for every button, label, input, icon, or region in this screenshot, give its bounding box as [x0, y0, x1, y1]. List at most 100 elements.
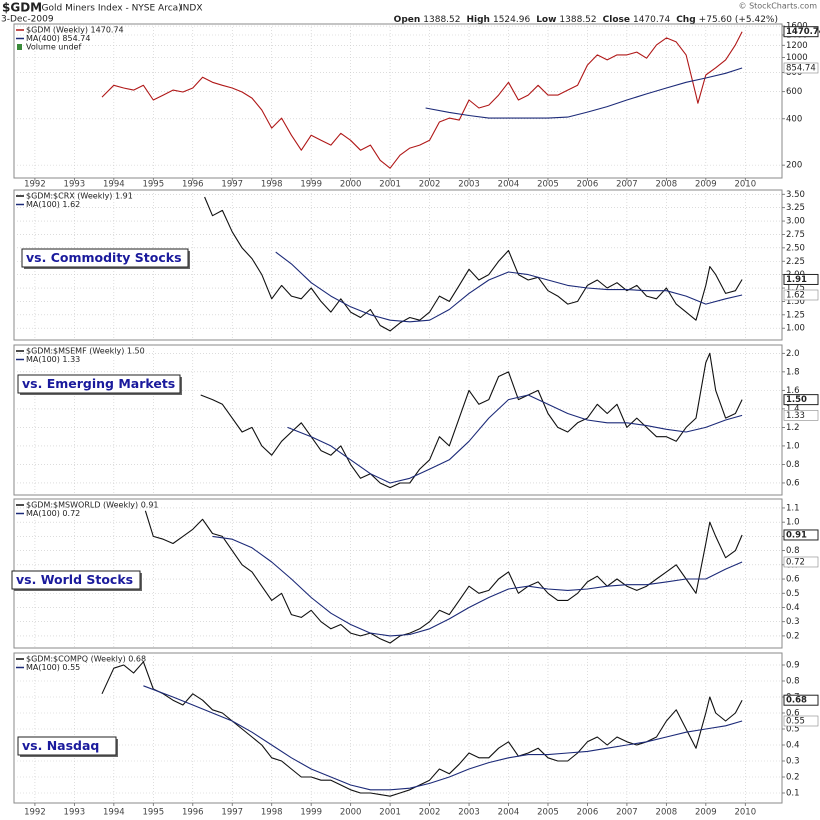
- panel-label: vs. Emerging Markets: [22, 376, 175, 391]
- x-tick-label: 2007: [616, 180, 638, 190]
- end-tag-box: [783, 410, 819, 421]
- y-tick-label: 0.6: [786, 575, 800, 585]
- end-tag-box: [783, 715, 819, 727]
- y-tick-label: 0.9: [786, 661, 800, 671]
- end-tag: 1.50: [786, 395, 807, 405]
- index-name: (Gold Miners Index - NYSE Arca): [38, 4, 182, 14]
- x-tick-label: 1993: [64, 808, 86, 818]
- y-tick-label: 0.8: [786, 546, 800, 556]
- x-tick-label: 1997: [221, 808, 243, 818]
- legend-entry: MA(100) 0.55: [26, 663, 80, 672]
- quote-label: Chg: [676, 15, 695, 25]
- label-box: [17, 736, 117, 756]
- x-tick-label: 2003: [458, 180, 480, 190]
- y-tick-label: 0.5: [786, 589, 800, 599]
- quote-value: +75.60 (+5.42%): [699, 15, 778, 25]
- x-tick-label: 2004: [498, 180, 520, 190]
- quote-label: High: [467, 15, 490, 25]
- quote-value: 1388.52: [559, 15, 596, 25]
- series-line: [275, 251, 743, 323]
- brand: © StockCharts.com: [739, 2, 818, 11]
- x-tick-label: 2008: [656, 180, 678, 190]
- quote-label: Open: [394, 15, 421, 25]
- legend-entry: Volume undef: [26, 43, 81, 52]
- y-tick-label: 0.1: [786, 789, 800, 799]
- x-tick-label: 2004: [498, 808, 520, 818]
- legend-entry: $GDM:$MSEMF (Weekly) 1.50: [26, 347, 145, 356]
- x-tick-label: 1998: [261, 180, 283, 190]
- end-tag-box: [783, 529, 819, 541]
- quote-value: 1470.74: [633, 15, 670, 25]
- y-tick-label: 600: [786, 87, 802, 97]
- x-tick-label: 1999: [300, 808, 322, 818]
- end-tag: 0.91: [786, 530, 807, 540]
- x-tick-label: 1997: [221, 180, 243, 190]
- series-line: [200, 352, 743, 489]
- x-tick-label: 1999: [300, 180, 322, 190]
- end-tag: 1470.74: [786, 27, 820, 37]
- x-tick-label: 2002: [419, 808, 441, 818]
- panel-label: vs. Commodity Stocks: [26, 250, 182, 265]
- y-tick-label: 0.2: [786, 773, 800, 783]
- y-tick-label: 1.75: [786, 284, 805, 294]
- x-tick-label: 1995: [142, 180, 164, 190]
- label-box: [17, 374, 181, 394]
- quote-value: 1388.52: [423, 15, 460, 25]
- y-tick-label: 0.8: [786, 460, 800, 470]
- legend-entry: MA(100) 0.72: [26, 509, 80, 518]
- panel-label: vs. Nasdaq: [22, 738, 99, 753]
- end-tag-box: [783, 694, 819, 706]
- y-tick-label: 0.4: [786, 603, 800, 613]
- x-tick-label: 2003: [458, 808, 480, 818]
- y-tick-label: 3.25: [786, 203, 805, 213]
- label-box: [11, 570, 141, 590]
- y-tick-label: 1.50: [786, 297, 805, 307]
- end-tag-box: [783, 394, 819, 406]
- symbol: $GDM: [2, 1, 42, 15]
- x-tick-label: 2005: [537, 808, 559, 818]
- x-tick-label: 2007: [616, 808, 638, 818]
- x-tick-label: 1995: [142, 808, 164, 818]
- panel-frame: [13, 23, 783, 179]
- x-tick-label: 1994: [103, 180, 125, 190]
- legend-entry: $GDM (Weekly) 1470.74: [26, 26, 124, 35]
- series-line: [204, 196, 743, 332]
- series-line: [101, 31, 743, 169]
- x-tick-label: 2010: [734, 180, 756, 190]
- x-tick-label: 1996: [182, 808, 204, 818]
- y-tick-label: 1.8: [786, 367, 800, 377]
- y-tick-label: 1000: [786, 53, 808, 63]
- exchange: INDX: [180, 4, 202, 14]
- x-tick-label: 2000: [340, 808, 362, 818]
- y-tick-label: 1.1: [786, 503, 800, 513]
- y-tick-label: 1.6: [786, 386, 800, 396]
- quote-value: 1524.96: [493, 15, 530, 25]
- end-tag: 0.55: [786, 717, 805, 727]
- y-tick-label: 1.0: [786, 518, 800, 528]
- end-tag: 0.68: [786, 696, 807, 706]
- legend-entry: $GDM:$COMPQ (Weekly) 0.68: [26, 655, 146, 664]
- end-tag: 854.74: [786, 63, 816, 73]
- series-line: [212, 535, 743, 637]
- x-tick-label: 2006: [577, 808, 599, 818]
- x-tick-label: 1993: [64, 180, 86, 190]
- y-tick-label: 2.25: [786, 257, 805, 267]
- y-tick-label: 3.00: [786, 217, 805, 227]
- y-tick-label: 0.6: [786, 478, 800, 488]
- series-line: [287, 394, 743, 484]
- y-tick-label: 400: [786, 114, 802, 124]
- y-tick-label: 0.3: [786, 617, 800, 627]
- x-tick-label: 2001: [379, 808, 401, 818]
- y-tick-label: 1.4: [786, 404, 800, 414]
- end-tag: 0.72: [786, 557, 805, 567]
- x-tick-label: 2005: [537, 180, 559, 190]
- x-tick-label: 2000: [340, 180, 362, 190]
- x-tick-label: 2008: [656, 808, 678, 818]
- panel-frame: [13, 344, 783, 496]
- legend-entry: MA(400) 854.74: [26, 34, 90, 43]
- x-tick-label: 1994: [103, 808, 125, 818]
- end-tag-box: [783, 273, 819, 285]
- x-tick-label: 1996: [182, 180, 204, 190]
- y-tick-label: 1200: [786, 41, 808, 51]
